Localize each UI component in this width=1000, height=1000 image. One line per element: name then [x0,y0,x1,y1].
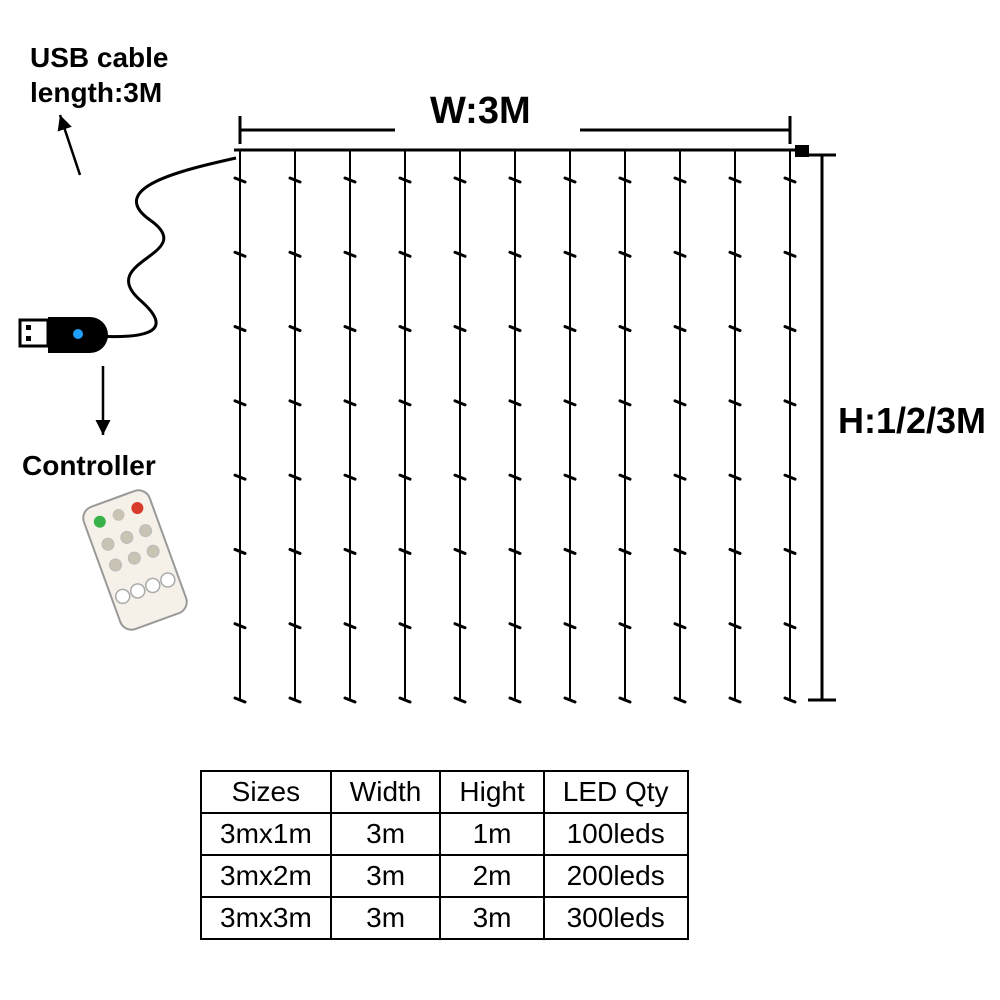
table-row: 3mx2m 3m 2m 200leds [201,855,688,897]
col-ledqty: LED Qty [544,771,688,813]
table-row: 3mx3m 3m 3m 300leds [201,897,688,939]
col-width: Width [331,771,441,813]
table-header-row: Sizes Width Hight LED Qty [201,771,688,813]
col-sizes: Sizes [201,771,331,813]
curtain-light-diagram [0,0,1000,720]
table-row: 3mx1m 3m 1m 100leds [201,813,688,855]
col-height: Hight [440,771,543,813]
spec-table: Sizes Width Hight LED Qty 3mx1m 3m 1m 10… [200,770,689,940]
